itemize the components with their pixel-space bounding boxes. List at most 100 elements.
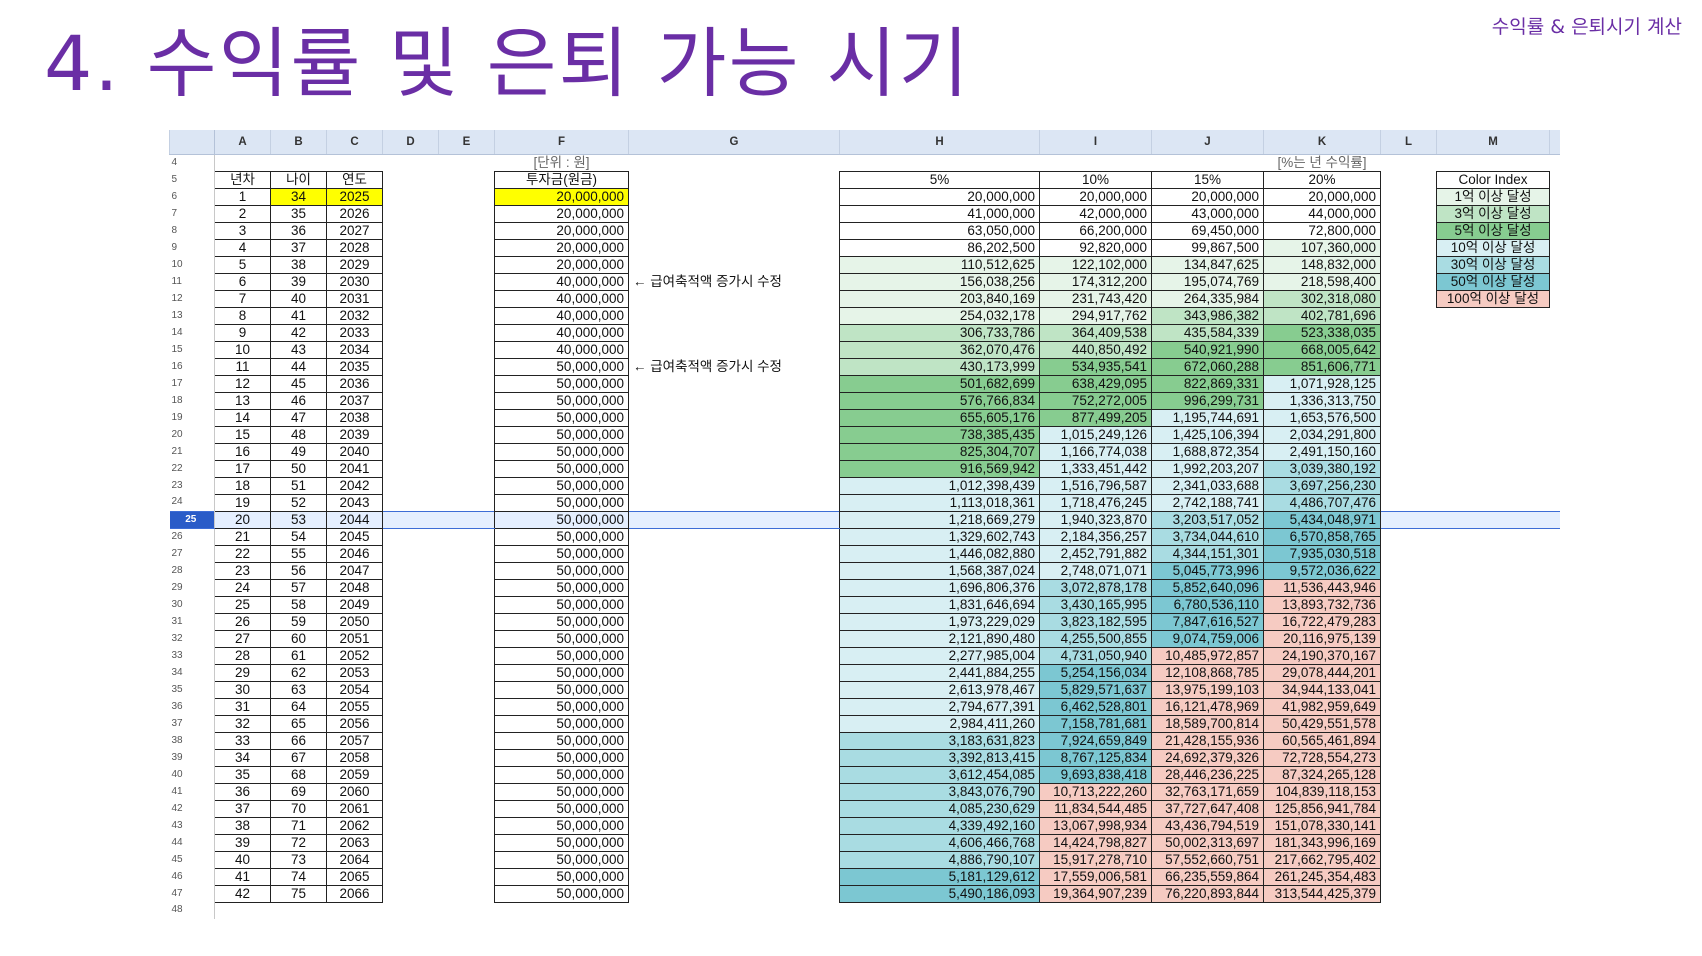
year-cell[interactable]: 2038 xyxy=(326,408,383,427)
cell[interactable] xyxy=(439,341,495,358)
value-10pct-cell[interactable]: 3,072,878,178 xyxy=(1039,578,1152,597)
age-cell[interactable]: 49 xyxy=(270,442,327,461)
value-20pct-cell[interactable]: 402,781,696 xyxy=(1263,306,1381,325)
column-header[interactable]: F xyxy=(494,130,629,155)
value-5pct-cell[interactable]: 916,569,942 xyxy=(839,459,1040,478)
cell[interactable] xyxy=(439,613,495,630)
year-cell[interactable]: 2057 xyxy=(326,731,383,750)
cell[interactable] xyxy=(1381,885,1437,902)
value-20pct-cell[interactable]: 2,491,150,160 xyxy=(1263,442,1381,461)
value-20pct-cell[interactable]: 668,005,642 xyxy=(1263,340,1381,359)
year-index-cell[interactable]: 38 xyxy=(214,816,271,835)
value-20pct-cell[interactable]: 11,536,443,946 xyxy=(1263,578,1381,597)
value-10pct-cell[interactable]: 11,834,544,485 xyxy=(1039,799,1152,818)
row-number[interactable]: 16 xyxy=(169,358,215,375)
cell[interactable] xyxy=(439,783,495,800)
column-header[interactable]: G xyxy=(628,130,840,155)
value-5pct-cell[interactable]: 501,682,699 xyxy=(839,374,1040,393)
cell[interactable] xyxy=(629,324,840,341)
age-cell[interactable]: 72 xyxy=(270,833,327,852)
value-15pct-cell[interactable]: 43,436,794,519 xyxy=(1151,816,1264,835)
value-10pct-cell[interactable]: 5,254,156,034 xyxy=(1039,663,1152,682)
cell[interactable] xyxy=(629,698,840,715)
age-cell[interactable]: 53 xyxy=(270,510,327,529)
year-cell[interactable]: 2056 xyxy=(326,714,383,733)
age-cell[interactable]: 56 xyxy=(270,561,327,580)
value-15pct-cell[interactable]: 5,852,640,096 xyxy=(1151,578,1264,597)
value-15pct-cell[interactable]: 822,869,331 xyxy=(1151,374,1264,393)
value-10pct-cell[interactable]: 17,559,006,581 xyxy=(1039,867,1152,886)
year-index-cell[interactable]: 4 xyxy=(214,238,271,257)
value-5pct-cell[interactable]: 1,973,229,029 xyxy=(839,612,1040,631)
cell[interactable] xyxy=(383,647,439,664)
value-5pct-cell[interactable]: 825,304,707 xyxy=(839,442,1040,461)
cell[interactable] xyxy=(629,426,840,443)
year-cell[interactable]: 2065 xyxy=(326,867,383,886)
year-index-cell[interactable]: 22 xyxy=(214,544,271,563)
column-header[interactable]: C xyxy=(326,130,383,155)
year-index-cell[interactable]: 36 xyxy=(214,782,271,801)
year-index-cell[interactable]: 26 xyxy=(214,612,271,631)
cell[interactable] xyxy=(1381,528,1437,545)
value-5pct-cell[interactable]: 1,696,806,376 xyxy=(839,578,1040,597)
value-15pct-cell[interactable]: 3,734,044,610 xyxy=(1151,527,1264,546)
cell[interactable] xyxy=(383,851,439,868)
row-number[interactable]: 15 xyxy=(169,341,215,358)
value-5pct-cell[interactable]: 2,984,411,260 xyxy=(839,714,1040,733)
value-15pct-cell[interactable]: 1,688,872,354 xyxy=(1151,442,1264,461)
cell[interactable] xyxy=(629,307,840,324)
cell[interactable] xyxy=(1437,783,1550,800)
value-5pct-cell[interactable]: 3,183,631,823 xyxy=(839,731,1040,750)
cell[interactable] xyxy=(383,613,439,630)
cell[interactable] xyxy=(629,817,840,834)
cell[interactable] xyxy=(1437,698,1550,715)
cell[interactable] xyxy=(1381,273,1437,290)
value-20pct-cell[interactable]: 4,486,707,476 xyxy=(1263,493,1381,512)
age-cell[interactable]: 42 xyxy=(270,323,327,342)
cell[interactable] xyxy=(439,579,495,596)
value-20pct-cell[interactable]: 34,944,133,041 xyxy=(1263,680,1381,699)
row-number[interactable]: 42 xyxy=(169,800,215,817)
cell[interactable] xyxy=(327,902,383,919)
year-cell[interactable]: 2041 xyxy=(326,459,383,478)
value-5pct-cell[interactable]: 63,050,000 xyxy=(839,221,1040,240)
value-20pct-cell[interactable]: 181,343,996,169 xyxy=(1263,833,1381,852)
age-cell[interactable]: 37 xyxy=(270,238,327,257)
cell[interactable] xyxy=(629,222,840,239)
header-age[interactable]: 나이 xyxy=(270,170,327,189)
value-5pct-cell[interactable]: 1,113,018,361 xyxy=(839,493,1040,512)
age-cell[interactable]: 58 xyxy=(270,595,327,614)
cell[interactable] xyxy=(629,579,840,596)
row-number[interactable]: 38 xyxy=(169,732,215,749)
value-10pct-cell[interactable]: 1,718,476,245 xyxy=(1039,493,1152,512)
cell[interactable] xyxy=(1152,902,1264,919)
value-20pct-cell[interactable]: 125,856,941,784 xyxy=(1263,799,1381,818)
year-cell[interactable]: 2066 xyxy=(326,884,383,903)
value-10pct-cell[interactable]: 440,850,492 xyxy=(1039,340,1152,359)
investment-cell[interactable]: 50,000,000 xyxy=(494,697,629,716)
value-20pct-cell[interactable]: 2,034,291,800 xyxy=(1263,425,1381,444)
cell[interactable] xyxy=(629,205,840,222)
color-index-legend-item[interactable]: 50억 이상 달성 xyxy=(1436,272,1550,291)
value-20pct-cell[interactable]: 60,565,461,894 xyxy=(1263,731,1381,750)
row-number[interactable]: 4 xyxy=(169,154,215,171)
investment-cell[interactable]: 50,000,000 xyxy=(494,595,629,614)
cell[interactable] xyxy=(439,528,495,545)
year-cell[interactable]: 2064 xyxy=(326,850,383,869)
value-5pct-cell[interactable]: 41,000,000 xyxy=(839,204,1040,223)
cell[interactable] xyxy=(383,392,439,409)
cell[interactable] xyxy=(383,205,439,222)
investment-cell[interactable]: 50,000,000 xyxy=(494,782,629,801)
cell[interactable] xyxy=(1381,664,1437,681)
cell[interactable] xyxy=(383,817,439,834)
year-index-cell[interactable]: 30 xyxy=(214,680,271,699)
year-index-cell[interactable]: 14 xyxy=(214,408,271,427)
row-number[interactable]: 28 xyxy=(169,562,215,579)
cell[interactable] xyxy=(1381,681,1437,698)
cell[interactable] xyxy=(383,375,439,392)
cell[interactable] xyxy=(629,664,840,681)
value-15pct-cell[interactable]: 2,742,188,741 xyxy=(1151,493,1264,512)
investment-cell[interactable]: 20,000,000 xyxy=(494,187,629,206)
cell[interactable] xyxy=(1381,460,1437,477)
cell[interactable] xyxy=(383,681,439,698)
